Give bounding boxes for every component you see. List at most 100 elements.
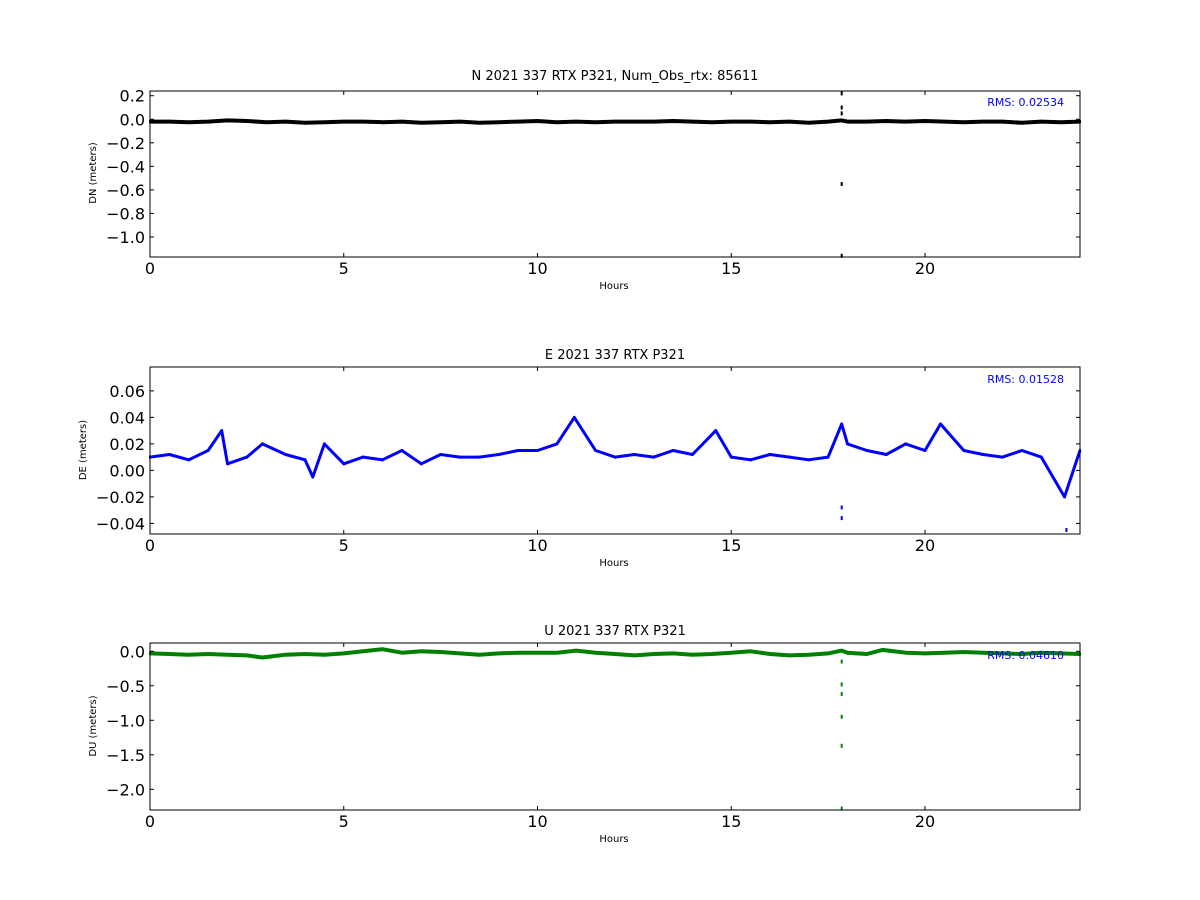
- east-data-point-31: [714, 429, 717, 433]
- north-panel-rms-label: RMS: 0.02534: [987, 96, 1064, 109]
- up-data-point-18: [497, 651, 500, 655]
- up-data-point-27: [672, 651, 675, 655]
- east-data-point-3: [207, 449, 210, 452]
- north-data-point-35: [827, 120, 830, 124]
- east-data-point-12: [342, 462, 345, 466]
- east-data-point-37: [827, 455, 830, 459]
- up-data-point-31: [749, 649, 752, 653]
- east-panel-rms-label: RMS: 0.01528: [987, 373, 1064, 386]
- north-outlier-point-0: [840, 91, 843, 96]
- north-data-point-36: [840, 118, 843, 122]
- east-data-point-2: [187, 458, 190, 462]
- east-data-point-40: [865, 449, 868, 452]
- north-outlier-point-1: [840, 105, 843, 110]
- up-data-point-30: [730, 651, 733, 655]
- up-data-point-43: [962, 650, 965, 654]
- north-data-point-48: [1059, 120, 1062, 124]
- east-data-point-50: [1063, 495, 1066, 499]
- up-data-point-15: [439, 650, 442, 654]
- up-data-point-13: [400, 651, 403, 655]
- north-data-point-7: [284, 120, 287, 124]
- north-panel-title: N 2021 337 RTX P321, Num_Obs_rtx: 85611: [472, 69, 759, 84]
- east-data-point-20: [497, 453, 500, 456]
- north-data-point-16: [459, 120, 461, 124]
- north-y-tick-label-4: −0.6: [106, 181, 145, 200]
- up-series-line: [149, 647, 1081, 660]
- north-panel-xlabel: Hours: [599, 281, 628, 292]
- east-data-point-6: [245, 455, 248, 459]
- east-data-point-14: [381, 458, 384, 462]
- up-data-point-37: [846, 651, 849, 655]
- up-data-point-23: [594, 651, 597, 655]
- up-data-point-6: [261, 656, 264, 659]
- up-data-point-42: [943, 651, 946, 655]
- east-data-point-34: [769, 453, 771, 456]
- up-x-tick-label-0: 0: [145, 812, 155, 831]
- east-data-point-4: [220, 429, 223, 433]
- north-data-point-24: [614, 120, 616, 124]
- north-data-point-29: [710, 120, 713, 124]
- up-data-point-39: [881, 648, 884, 652]
- north-data-point-3: [207, 120, 210, 124]
- up-y-tick-label-1: −0.5: [106, 677, 145, 696]
- east-data-point-1: [168, 453, 171, 456]
- north-data-point-10: [342, 120, 345, 124]
- up-data-point-21: [555, 651, 558, 655]
- up-data-point-11: [362, 649, 365, 653]
- east-outlier-point-2: [1065, 528, 1068, 532]
- up-data-point-32: [769, 652, 771, 656]
- north-data-point-40: [904, 120, 907, 124]
- east-data-point-35: [788, 455, 791, 459]
- north-data-point-5: [245, 119, 248, 123]
- north-data-point-42: [943, 120, 946, 124]
- up-data-point-12: [381, 647, 384, 651]
- north-axes-frame: [149, 90, 1081, 258]
- up-data-point-38: [865, 652, 868, 656]
- north-x-tick-label-3: 15: [721, 259, 741, 278]
- east-data-point-5: [226, 462, 229, 466]
- up-data-point-34: [807, 653, 810, 657]
- north-y-tick-label-6: −1.0: [106, 228, 145, 247]
- east-x-tick-label-0: 0: [145, 536, 155, 555]
- up-outlier-point-4: [840, 743, 843, 748]
- north-x-tick-label-1: 5: [339, 259, 349, 278]
- east-data-point-30: [691, 453, 694, 456]
- up-panel-xlabel: Hours: [599, 834, 628, 845]
- north-data-point-18: [497, 120, 500, 124]
- up-data-point-2: [187, 653, 190, 657]
- east-panel-xlabel: Hours: [599, 558, 628, 569]
- east-data-point-29: [672, 449, 675, 452]
- east-data-point-46: [982, 453, 985, 456]
- up-panel-rms-label: RMS: 0.04610: [987, 649, 1064, 662]
- north-data-point-8: [304, 121, 306, 125]
- north-data-point-13: [400, 120, 403, 124]
- up-data-point-5: [245, 653, 248, 657]
- up-panel: U 2021 337 RTX P321 Hours DU (meters) RMS: …: [88, 624, 1081, 845]
- east-data-point-44: [939, 422, 942, 426]
- up-panel-ylabel: DU (meters): [88, 695, 99, 756]
- north-x-tick-label-0: 0: [145, 259, 155, 278]
- north-outlier-point-4: [840, 253, 843, 258]
- east-data-point-15: [400, 449, 403, 452]
- north-data-point-6: [265, 120, 268, 124]
- east-data-point-42: [904, 442, 907, 446]
- north-data-point-38: [865, 120, 868, 124]
- east-data-point-18: [459, 455, 461, 459]
- north-series-line: [150, 118, 1081, 125]
- east-data-point-27: [633, 453, 636, 456]
- up-data-point-14: [420, 649, 423, 653]
- east-data-point-49: [1040, 455, 1043, 459]
- up-data-point-8: [304, 652, 306, 656]
- north-data-point-26: [652, 120, 655, 124]
- north-panel: N 2021 337 RTX P321, Num_Obs_rtx: 85611 H…: [88, 69, 1081, 292]
- up-outlier-point-5: [840, 806, 843, 811]
- up-data-point-33: [788, 653, 791, 657]
- north-data-point-14: [420, 121, 423, 125]
- up-data-point-20: [536, 651, 539, 655]
- up-data-point-44: [982, 651, 985, 655]
- east-panel: E 2021 337 RTX P321 Hours DE (meters) RMS: …: [78, 348, 1082, 569]
- north-data-point-31: [749, 120, 752, 124]
- up-x-tick-label-4: 20: [915, 812, 935, 831]
- east-data-point-22: [536, 449, 539, 452]
